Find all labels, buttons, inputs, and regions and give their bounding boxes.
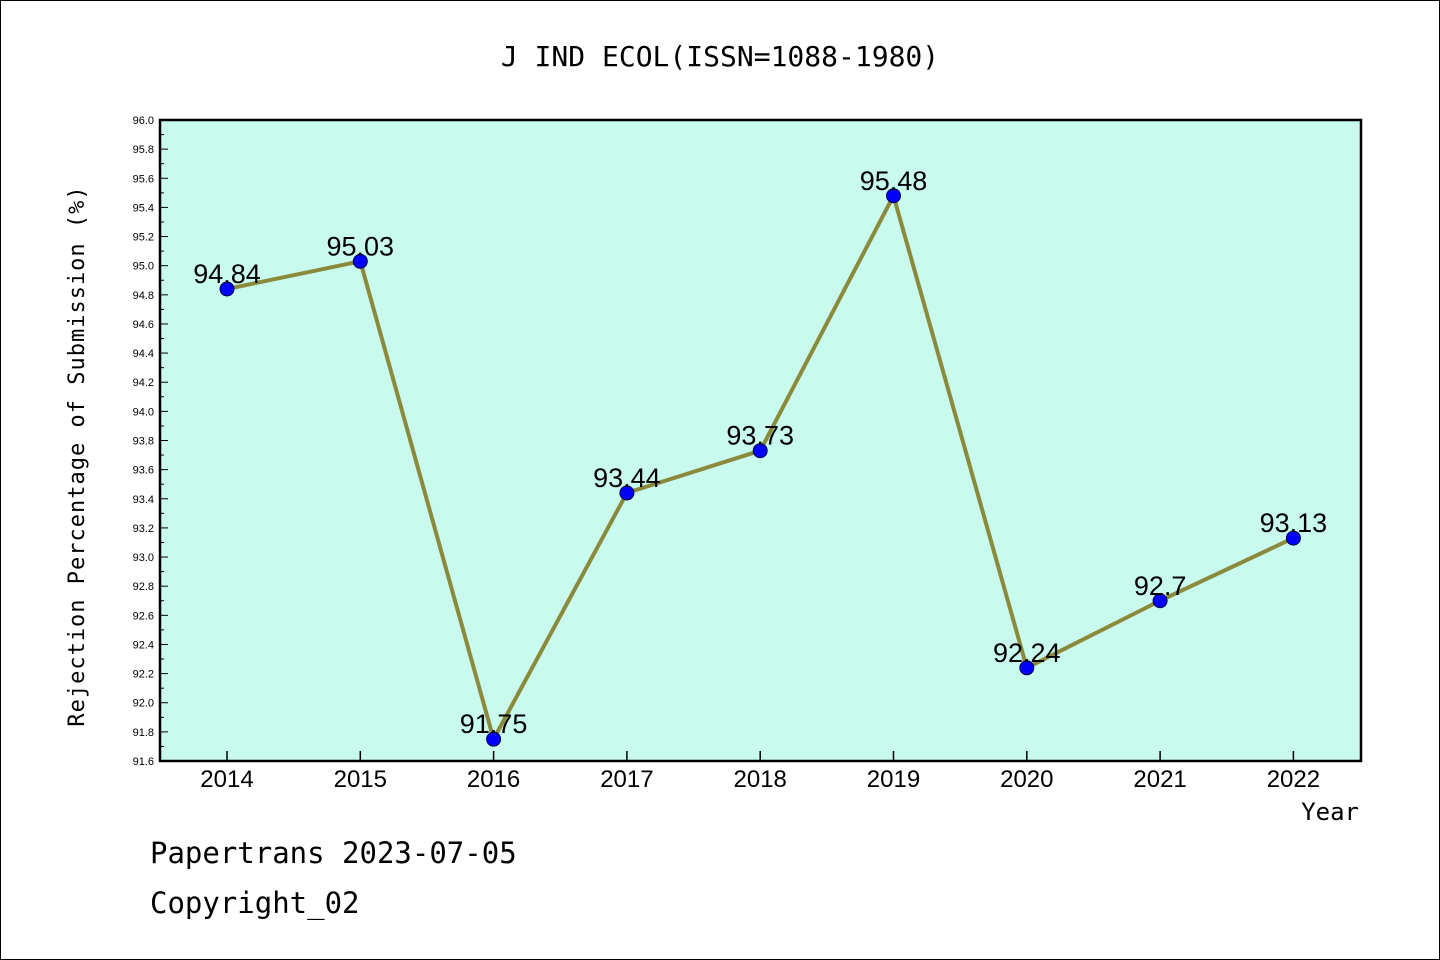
data-point [752,443,768,459]
data-label: 91.75 [460,709,528,739]
x-tick-label: 2014 [200,766,253,793]
y-tick-label: 95.2 [133,232,154,244]
y-tick-label: 94.0 [133,406,154,418]
y-tick-label: 94.8 [133,290,154,302]
y-tick-label: 93.4 [133,494,154,506]
y-tick-label: 95.6 [133,173,154,185]
x-tick-label: 2021 [1133,766,1186,793]
y-tick-label: 95.4 [133,202,154,214]
y-tick-label: 95.0 [133,261,154,273]
y-tick-label: 92.8 [133,581,154,593]
y-tick-label: 95.8 [133,144,154,156]
data-point [1019,660,1035,676]
plot-area [158,118,1363,763]
y-tick-label: 93.0 [133,552,154,564]
data-points [219,188,1301,747]
x-tick-label: 2015 [334,766,387,793]
data-point [1152,593,1168,609]
data-label: 92.24 [993,638,1061,668]
data-label: 93.44 [593,463,661,493]
y-tick-label: 91.6 [133,756,154,768]
data-point [886,188,901,204]
y-tick-label: 93.8 [133,436,154,448]
data-point [1285,530,1301,546]
data-label: 93.73 [726,421,794,451]
y-tick-label: 96.0 [133,115,154,127]
data-point [619,485,635,501]
data-point [486,731,502,747]
footer-publisher: Papertrans 2023-07-05 [150,836,517,870]
y-tick-label: 92.0 [133,698,154,710]
y-tick-label: 93.6 [133,465,154,477]
x-tick-label: 2019 [867,766,920,793]
x-tick-label: 2016 [467,766,520,793]
x-axis-label: Year [1301,798,1359,826]
data-label: 93.13 [1260,508,1328,538]
y-tick-label: 92.6 [133,610,154,622]
data-label: 92.7 [1134,571,1187,601]
data-label: 94.84 [193,259,261,289]
x-tick-label: 2017 [600,766,653,793]
y-tick-label: 92.2 [133,669,154,681]
footer-copyright: Copyright_02 [150,886,360,920]
x-tick-label: 2018 [734,766,787,793]
y-axis: 91.6 91.8 92.0 92.2 92.4 92.6 92.8 93.0 93.2 93.4… [133,115,168,768]
data-label: 95.03 [327,231,395,261]
y-tick-label: 94.4 [133,348,154,360]
y-tick-label: 94.2 [133,377,154,389]
data-label: 95.48 [860,166,928,196]
x-tick-label: 2020 [1000,766,1053,793]
x-tick-label: 2022 [1267,766,1320,793]
y-tick-label: 92.4 [133,639,154,651]
y-axis-label: Rejection Percentage of Submission (%) [65,185,90,726]
data-point [219,281,235,297]
y-tick-label: 91.8 [133,727,154,739]
x-axis: 2014 2015 2016 2017 2018 2019 2020 2021 2022 [200,751,1320,793]
data-point [352,253,368,269]
chart-title: J IND ECOL(ISSN=1088-1980) [501,40,939,73]
data-labels: 94.84 95.03 91.75 93.44 93.73 95.48 92.24 92.7 9… [193,166,1327,739]
y-tick-label: 93.2 [133,523,154,535]
y-tick-label: 94.6 [133,319,154,331]
